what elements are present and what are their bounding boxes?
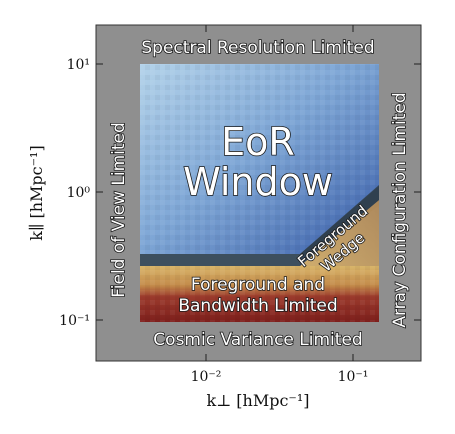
y-tick-label: 10¹ [67, 57, 90, 73]
foreground-label-line2: Bandwidth Limited [178, 296, 337, 316]
fg-texture [140, 266, 379, 322]
foreground-label-line1: Foreground and [191, 275, 325, 295]
x-tick-label: 10⁻² [191, 369, 222, 385]
left-region-label: Field of View Limited [109, 122, 129, 298]
top-region-label: Spectral Resolution Limited [141, 38, 374, 58]
eor-label-line2: Window [183, 160, 333, 204]
eor-label-line1: EoR [221, 120, 295, 164]
x-axis-label: k⊥ [hMpc⁻¹] [206, 391, 309, 410]
bottom-region-label: Cosmic Variance Limited [153, 330, 362, 350]
y-tick-label: 10⁰ [67, 185, 91, 201]
axis-ticks [96, 25, 421, 361]
y-axis-label: k∥ [hMpc⁻¹] [27, 145, 46, 240]
wedge-edge-band [300, 186, 379, 266]
low-kpar-band [140, 254, 300, 268]
right-region-label: Array Configuration Limited [390, 92, 410, 327]
y-tick-label: 10⁻¹ [59, 313, 90, 329]
x-tick-label: 10⁻¹ [338, 369, 369, 385]
